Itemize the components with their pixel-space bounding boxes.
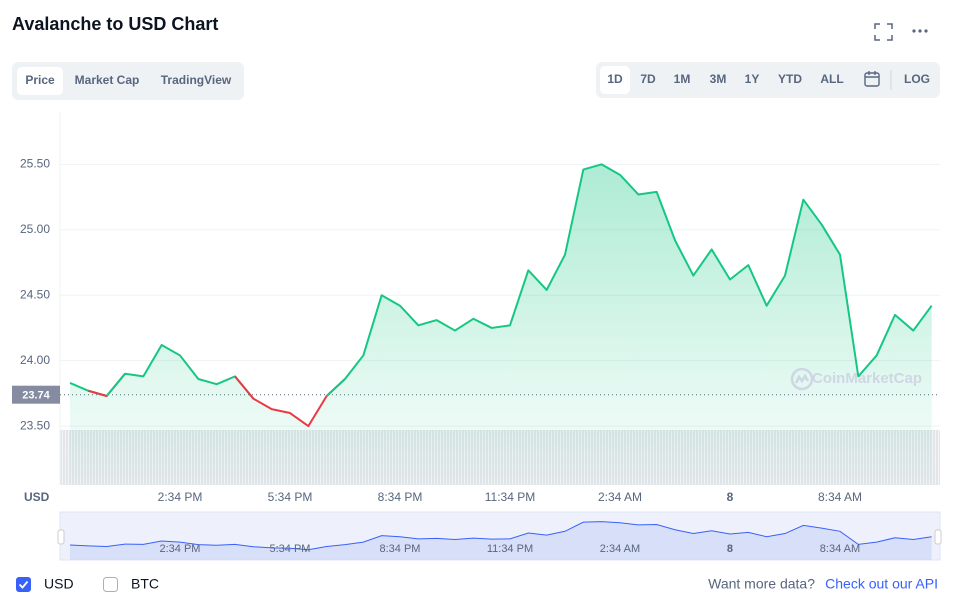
navigator-tick-label: 8:34 PM <box>380 543 421 555</box>
navigator-handle[interactable] <box>57 529 65 545</box>
price-area <box>70 164 932 485</box>
price-line <box>325 163 933 397</box>
currency-label[interactable]: BTC <box>131 576 159 592</box>
x-tick-label: 8:34 PM <box>378 490 423 504</box>
watermark-logo <box>790 367 814 391</box>
price-line <box>105 343 255 400</box>
range[interactable]: 1D <box>607 72 623 86</box>
y-tick-label: 25.00 <box>20 222 50 236</box>
x-tick-label: 2:34 PM <box>158 490 203 504</box>
navigator-tick-label: 2:34 PM <box>160 543 201 555</box>
navigator-tick-label: 2:34 AM <box>600 543 640 555</box>
tab[interactable]: Price <box>25 73 55 87</box>
x-tick-label: 8 <box>727 490 734 504</box>
baseline-tag <box>12 385 60 404</box>
range[interactable]: 1Y <box>745 72 760 86</box>
log-toggle[interactable]: LOG <box>904 72 930 86</box>
range-group <box>596 62 940 98</box>
x-tick-label: 8:34 AM <box>818 490 862 504</box>
more-icon[interactable] <box>912 29 928 33</box>
navigator-tick-label: 8:34 AM <box>820 543 860 555</box>
navigator-tick-label: 11:34 PM <box>487 543 533 555</box>
navigator-handle[interactable] <box>934 529 942 545</box>
x-tick-label: 5:34 PM <box>268 490 313 504</box>
expand-icon[interactable] <box>874 23 893 41</box>
checkbox-checked[interactable] <box>16 577 31 592</box>
y-tick-label: 24.50 <box>20 287 50 301</box>
checkbox[interactable] <box>103 577 118 592</box>
watermark: CoinMarketCap <box>812 370 922 387</box>
range[interactable]: 7D <box>640 72 656 86</box>
x-tick-label: 11:34 PM <box>485 490 535 504</box>
x-tick-label: 2:34 AM <box>598 490 642 504</box>
range[interactable]: 3M <box>710 72 727 86</box>
check-mark <box>18 580 29 589</box>
api-link[interactable]: Check out our API <box>825 576 938 592</box>
range[interactable]: YTD <box>778 72 802 86</box>
currency-label[interactable]: USD <box>44 576 74 592</box>
navigator-area <box>70 521 932 560</box>
title: Avalanche to USD Chart <box>12 14 218 34</box>
range-active[interactable] <box>600 66 630 94</box>
price-line <box>234 375 346 428</box>
navigator-line <box>69 521 932 551</box>
tab-group <box>12 62 244 100</box>
tab[interactable]: TradingView <box>161 73 232 87</box>
y-tick-label: 24.00 <box>20 353 50 367</box>
range[interactable]: ALL <box>820 72 843 86</box>
tab[interactable]: Market Cap <box>75 73 140 87</box>
y-tick-label: 23.50 <box>20 418 50 432</box>
baseline-label: 23.74 <box>22 390 50 402</box>
y-tick-label: 25.50 <box>20 157 50 171</box>
calendar-icon[interactable] <box>864 71 880 87</box>
navigator-tick-label: 8 <box>727 543 733 555</box>
tab-active[interactable] <box>17 67 63 95</box>
y-axis-label: USD <box>24 490 50 504</box>
navigator-tick-label: 5:34 PM <box>270 543 311 555</box>
range[interactable]: 1M <box>674 72 691 86</box>
more-data-text: Want more data? <box>708 576 815 592</box>
